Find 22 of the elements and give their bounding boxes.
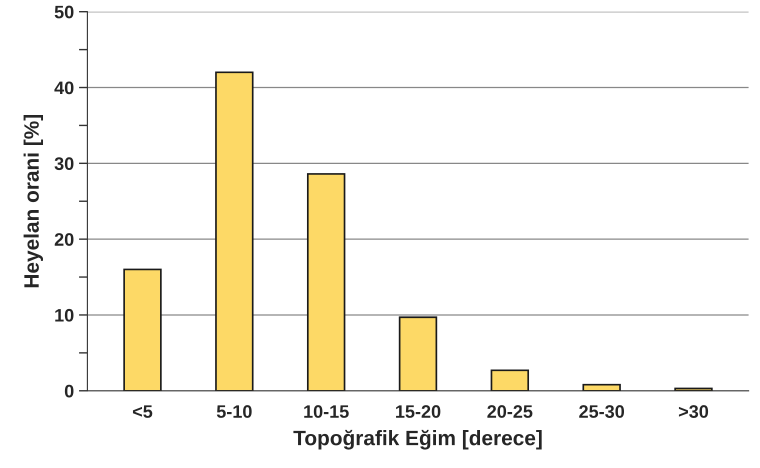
y-tick-label: 40 bbox=[54, 81, 74, 94]
x-tick-label: 15-20 bbox=[396, 405, 440, 418]
x-tick-label: 10-15 bbox=[304, 405, 349, 418]
y-tick-label: 10 bbox=[55, 308, 74, 322]
bar bbox=[398, 316, 438, 391]
x-tick-label: 25-30 bbox=[579, 405, 624, 418]
bar bbox=[123, 268, 162, 391]
bar bbox=[582, 384, 621, 391]
bar bbox=[490, 369, 530, 391]
y-tick-label: 50 bbox=[54, 6, 74, 18]
y-tick-label: 30 bbox=[54, 157, 74, 170]
x-tick-label: >30 bbox=[678, 405, 708, 418]
bar bbox=[674, 388, 713, 391]
x-axis-title: Topoğrafik Eğim [derece] bbox=[293, 430, 542, 450]
y-tick-label: 20 bbox=[54, 233, 74, 246]
y-axis-title: Heyelan orani [%] bbox=[24, 114, 44, 288]
x-tick-label: 20-25 bbox=[487, 405, 532, 418]
bar bbox=[215, 72, 254, 391]
bar bbox=[306, 173, 346, 391]
x-tick-label: 5-10 bbox=[216, 405, 252, 418]
x-tick-label: <5 bbox=[132, 405, 152, 418]
y-tick-label: 0 bbox=[64, 384, 74, 398]
